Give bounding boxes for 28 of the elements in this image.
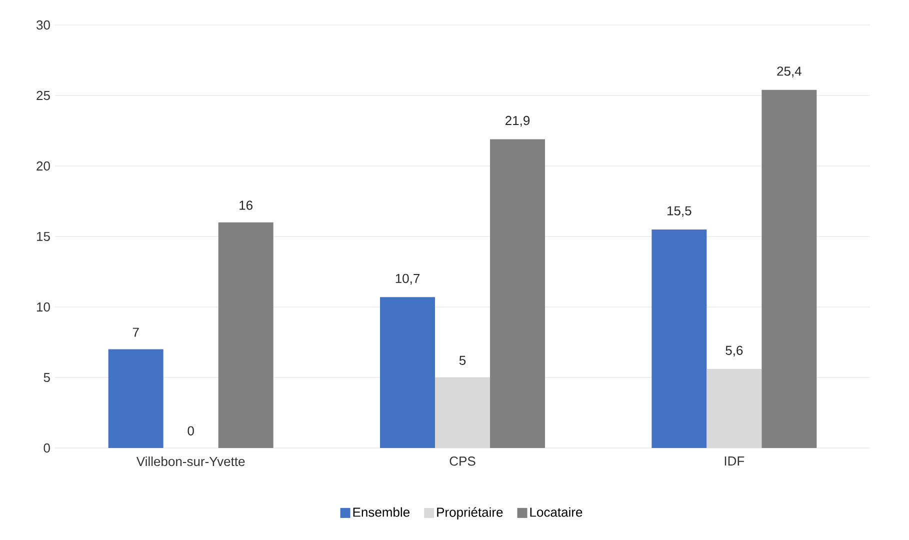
data-label: 10,7 bbox=[396, 274, 420, 285]
bar bbox=[490, 139, 546, 448]
bar bbox=[108, 349, 164, 448]
bar bbox=[218, 222, 274, 448]
data-label: 25,4 bbox=[777, 66, 802, 78]
y-tick-label: 0 bbox=[44, 443, 50, 453]
y-tick-label: 15 bbox=[36, 232, 50, 242]
data-label: 0 bbox=[188, 426, 194, 436]
data-label: 15,5 bbox=[668, 206, 692, 217]
x-tick-label: IDF bbox=[724, 456, 744, 466]
legend-label: Locataire bbox=[530, 507, 582, 517]
legend-label: Ensemble bbox=[353, 507, 410, 517]
data-label: 21,9 bbox=[506, 116, 530, 127]
data-label: 5,6 bbox=[726, 346, 743, 356]
bar bbox=[380, 297, 436, 448]
y-tick-label: 25 bbox=[36, 90, 50, 100]
data-label: 7 bbox=[132, 328, 139, 337]
data-label: 16 bbox=[240, 200, 252, 210]
x-tick-label: CPS bbox=[450, 456, 476, 466]
y-tick-label: 30 bbox=[36, 20, 50, 30]
bar bbox=[652, 229, 707, 448]
y-tick-label: 10 bbox=[36, 302, 50, 312]
legend-label: Propriétaire bbox=[437, 507, 503, 520]
y-tick-label: 20 bbox=[36, 161, 50, 171]
y-tick-label: 5 bbox=[44, 372, 50, 382]
bar bbox=[762, 90, 817, 448]
x-tick-label: Villebon-sur-Yvette bbox=[136, 456, 245, 466]
data-label: 5 bbox=[459, 356, 466, 365]
